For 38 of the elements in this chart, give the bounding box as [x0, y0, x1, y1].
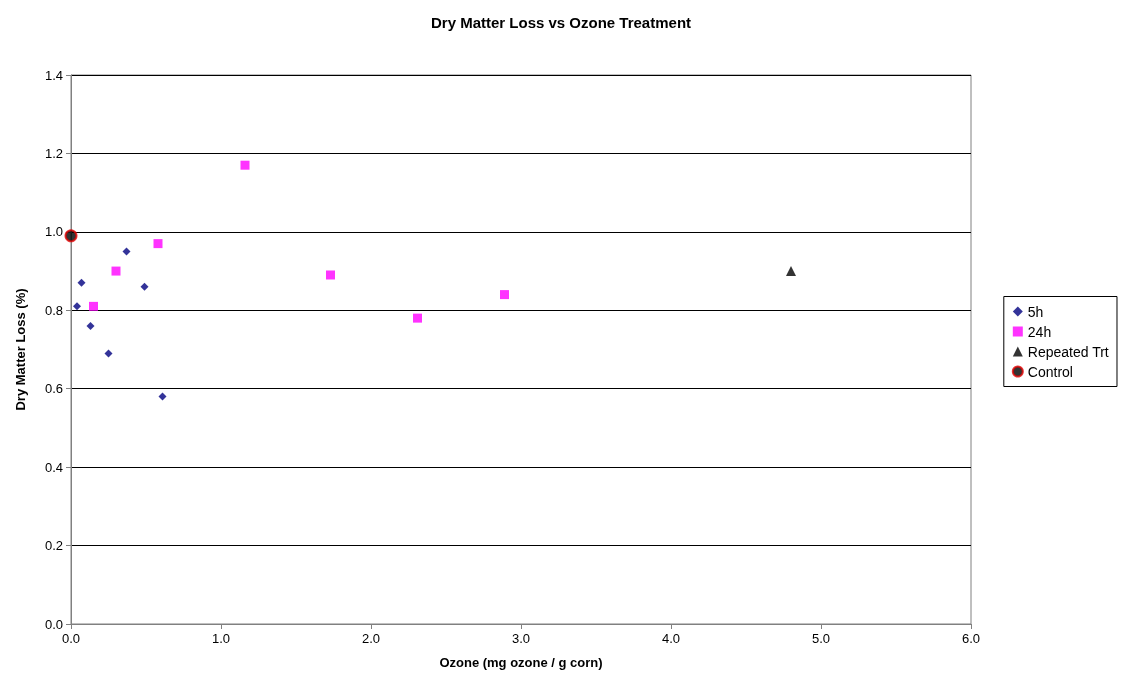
- legend-label: Repeated Trt: [1027, 343, 1109, 360]
- point: [64, 229, 78, 243]
- x-tick-label: 1.0: [211, 631, 231, 646]
- y-tick-label: 0.2: [44, 538, 63, 554]
- point: [89, 301, 98, 311]
- x-tick-label: 2.0: [361, 631, 381, 646]
- point: [153, 239, 163, 249]
- y-tick-label: 0.6: [44, 381, 63, 397]
- x-tick-label: 4.0: [661, 631, 681, 646]
- chart-title: Dry Matter Loss vs Ozone Treatment: [430, 14, 692, 31]
- point: [786, 266, 796, 277]
- point: [122, 247, 131, 256]
- y-tick-label: 0.8: [44, 302, 63, 318]
- x-tick-label: 6.0: [961, 631, 981, 646]
- point: [104, 349, 113, 358]
- point: [240, 160, 250, 170]
- point: [500, 290, 509, 300]
- point: [86, 321, 95, 330]
- point: [77, 278, 86, 287]
- y-tick-label: 1.2: [44, 145, 63, 161]
- point: [111, 266, 121, 276]
- x-tick-label: 0.0: [61, 631, 81, 646]
- point: [326, 270, 335, 280]
- y-tick-label: 0.4: [44, 459, 63, 475]
- point: [158, 392, 167, 401]
- x-tick-label: 3.0: [511, 631, 531, 646]
- y-axis-title: Dry Matter Loss (%): [13, 288, 28, 411]
- y-tick-label: 0.0: [44, 616, 63, 632]
- y-tick-label: 1.4: [44, 67, 63, 83]
- point: [73, 302, 81, 311]
- x-tick-label: 5.0: [811, 631, 831, 646]
- point: [413, 313, 422, 323]
- legend-label: 24h: [1027, 323, 1052, 340]
- x-axis-title: Ozone (mg ozone / g corn): [439, 655, 603, 670]
- legend-label: Control: [1027, 363, 1073, 380]
- point: [140, 282, 149, 291]
- legend-label: 5h: [1027, 303, 1044, 320]
- y-tick-label: 1.0: [44, 224, 63, 240]
